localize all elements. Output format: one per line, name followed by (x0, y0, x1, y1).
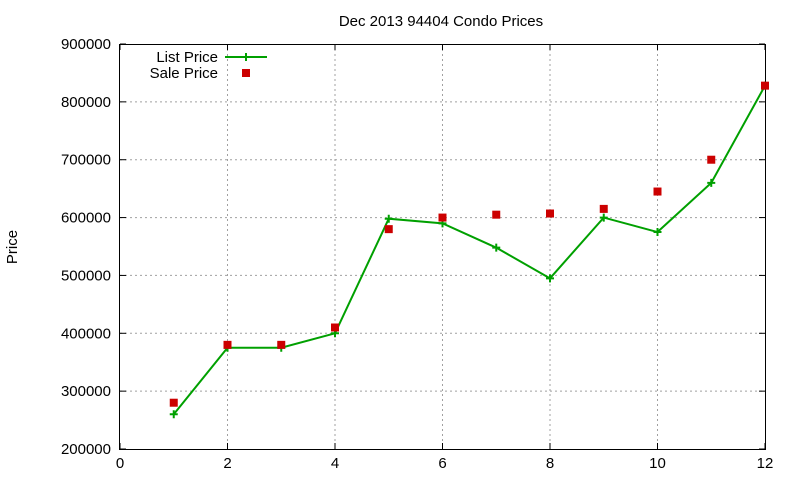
sale-price-point (761, 81, 769, 90)
list-price-point (546, 274, 554, 283)
list-price-point (169, 410, 178, 419)
legend-swatch-marker (242, 69, 250, 77)
list-price-point (707, 178, 716, 187)
axis-ticks: 0 2 4 6 8 10 12 200000 300000 400000 500000 600000 7… (61, 36, 773, 472)
list-price-line (172, 85, 766, 415)
y-tick-label: 700000 (61, 152, 111, 169)
y-tick-label: 600000 (61, 210, 111, 227)
sale-price-point (223, 340, 232, 349)
list-price-point (492, 243, 501, 252)
legend-label: List Price (156, 49, 218, 66)
sale-price-point (599, 204, 608, 213)
sale-price-point (492, 210, 501, 219)
sale-price-point (707, 155, 716, 164)
list-price-point (384, 214, 393, 223)
x-tick-label: 0 (116, 455, 124, 472)
y-tick-label: 200000 (61, 441, 111, 458)
x-tick-label: 6 (438, 455, 446, 472)
y-axis-label: Price (4, 230, 21, 264)
sale-price-point (653, 187, 662, 196)
y-tick-label: 900000 (61, 36, 111, 53)
grid-lines (120, 44, 765, 449)
chart-title: Dec 2013 94404 Condo Prices (339, 13, 543, 30)
legend-label: Sale Price (150, 65, 218, 82)
sale-price-point (438, 213, 447, 222)
sale-price-point (169, 398, 178, 407)
x-tick-label: 10 (649, 455, 666, 472)
sale-price-point (277, 340, 286, 349)
y-tick-label: 400000 (61, 325, 111, 342)
y-tick-label: 800000 (61, 94, 111, 111)
x-tick-label: 12 (757, 455, 774, 472)
y-tick-label: 500000 (61, 267, 111, 284)
x-tick-label: 2 (223, 455, 231, 472)
list-price-point (599, 213, 608, 222)
list-price-point (653, 228, 662, 237)
sale-price-point (546, 209, 554, 218)
sale-price-point (384, 225, 393, 234)
x-tick-label: 8 (546, 455, 554, 472)
series-layer (169, 81, 769, 419)
sale-price-point (331, 323, 339, 332)
x-tick-label: 4 (331, 455, 339, 472)
y-tick-label: 300000 (61, 383, 111, 400)
legend-swatch-marker (242, 53, 250, 61)
